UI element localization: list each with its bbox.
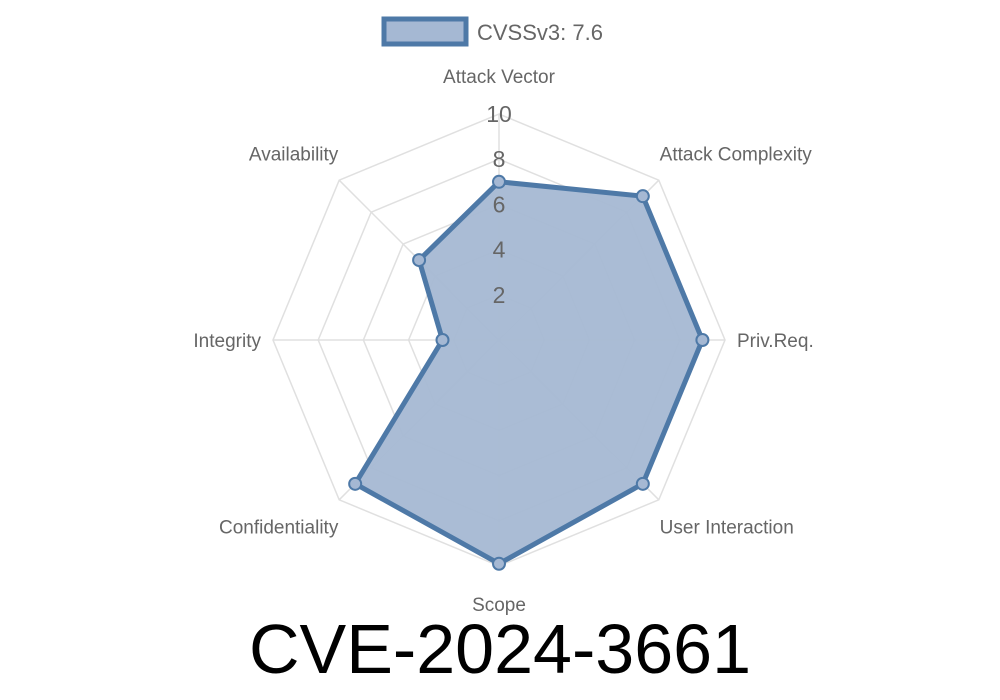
- page-title: CVE-2024-3661: [249, 610, 751, 688]
- data-point: [492, 556, 506, 571]
- axis-label: Priv.Req.: [737, 331, 814, 352]
- radial-tick-labels: 2 4 6 8 10: [486, 101, 512, 308]
- axis-label: Integrity: [193, 331, 261, 352]
- legend-label: CVSSv3: 7.6: [477, 20, 603, 45]
- axis-label: Attack Vector: [443, 67, 556, 88]
- tick-label: 10: [486, 101, 512, 127]
- tick-label: 6: [493, 191, 506, 217]
- axis-label: Availability: [249, 144, 339, 165]
- legend-swatch: [381, 16, 469, 47]
- tick-label: 2: [493, 282, 506, 308]
- data-point: [695, 333, 710, 347]
- axis-label: Scope: [472, 595, 526, 616]
- axis-labels: Attack Vector Attack Complexity Priv.Req. U…: [193, 67, 813, 616]
- axis-label: User Interaction: [660, 518, 794, 539]
- data-point: [635, 189, 650, 204]
- axis-label: Attack Complexity: [660, 144, 813, 165]
- radar-series: [348, 174, 710, 571]
- data-point: [635, 476, 650, 491]
- data-point: [492, 174, 506, 189]
- data-point: [435, 333, 450, 347]
- series-area: [352, 179, 705, 567]
- data-point: [412, 253, 427, 268]
- data-point: [348, 476, 363, 491]
- tick-label: 8: [493, 146, 506, 172]
- axis-label: Confidentiality: [219, 518, 339, 539]
- tick-label: 4: [493, 237, 506, 263]
- legend: CVSSv3: 7.6: [381, 16, 603, 47]
